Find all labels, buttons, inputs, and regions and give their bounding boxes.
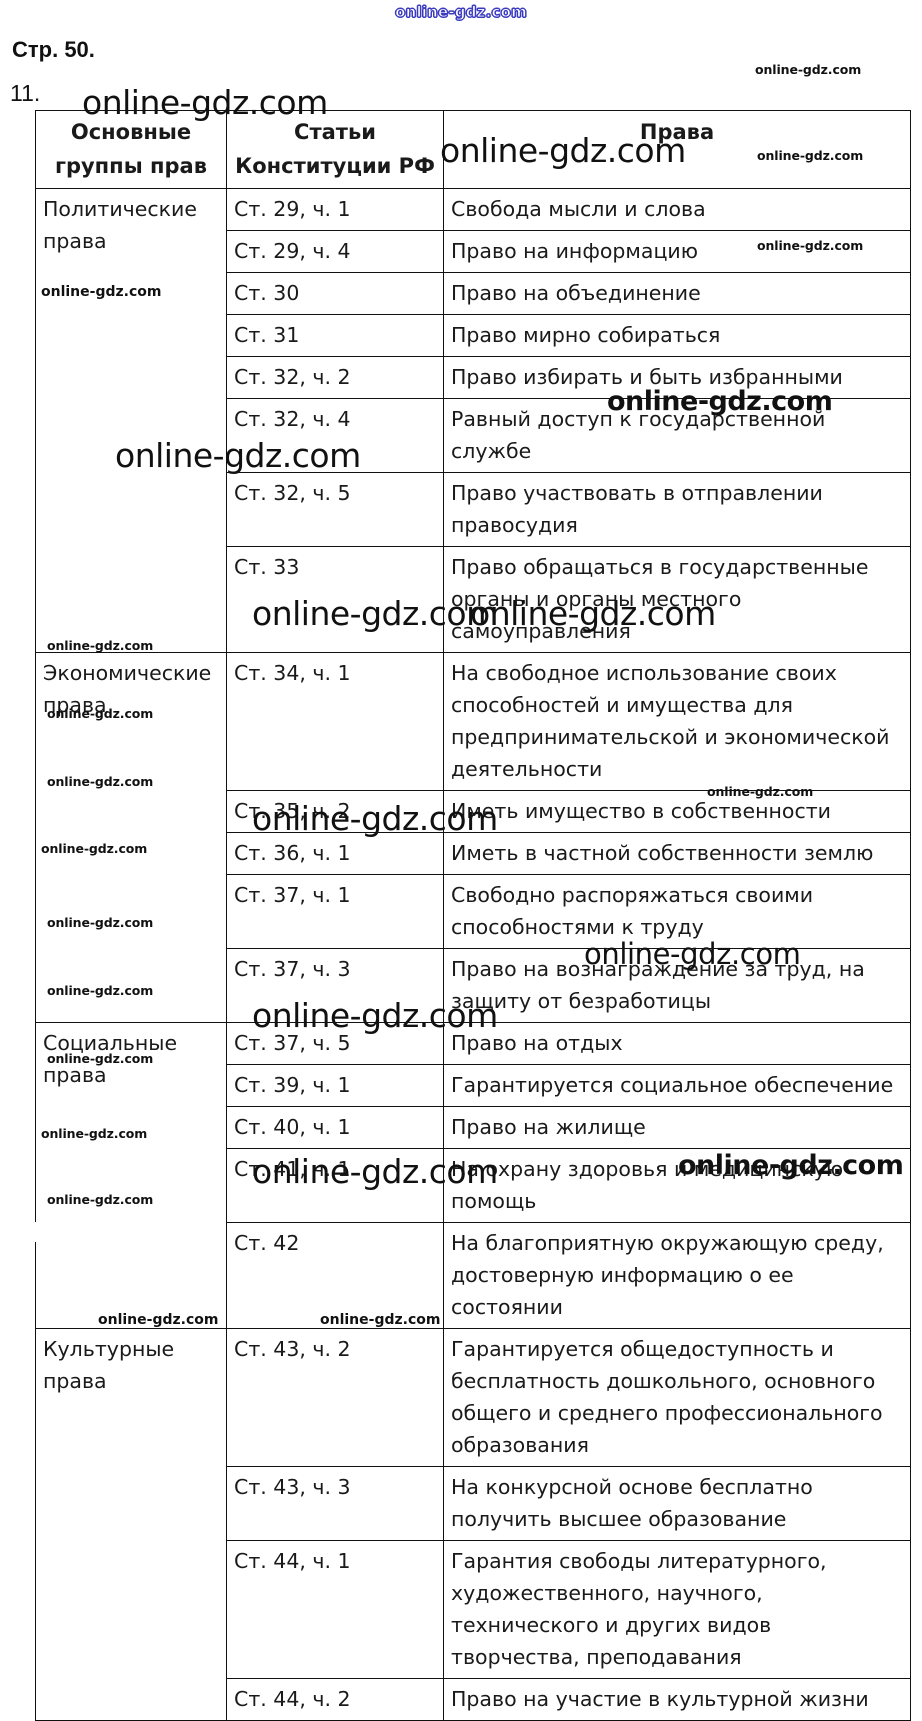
table-row: Ст. 42 На благоприятную окружающую среду,… [36,1222,911,1329]
rights-group-cell: Культурные права [35,1328,227,1721]
rights-group-line1: Социальные [43,1031,178,1055]
table-head: Основные группы прав Статьи Конституции … [35,110,911,189]
article-cell: Ст. 41, ч. 1 [226,1148,444,1223]
column-header-group-line2: группы прав [54,154,207,178]
right-description-cell: Равный доступ к государственной службе [443,398,911,473]
article-cell: Ст. 30 [226,272,444,315]
article-cell: Ст. 35, ч. 2 [226,790,444,833]
right-description-cell: Иметь в частной собственности землю [443,832,911,875]
table-body: Политические права Ст. 29, ч. 1 Свобода мыс… [35,188,911,1721]
right-description-cell: Гарантируется социальное обеспечение [443,1064,911,1107]
right-description-cell: Право на участие в культурной жизни [443,1678,911,1721]
table-row: Ст. 31 Право мирно собираться [36,314,911,357]
article-cell: Ст. 43, ч. 2 [226,1328,444,1467]
right-description-cell: Свободно распоряжаться своими способност… [443,874,911,949]
column-header-article-line2: Конституции РФ [235,154,435,178]
table-row: Ст. 37, ч. 1 Свободно распоряжаться своим… [36,874,911,949]
right-description-cell: На конкурсной основе бесплатно получить … [443,1466,911,1541]
rights-group-cell: Политические права [35,188,227,653]
article-cell: Ст. 34, ч. 1 [226,652,444,791]
column-header-article-line1: Статьи [294,120,376,144]
table-row: Ст. 29, ч. 4 Право на информацию [36,230,911,273]
table-row: Ст. 40, ч. 1 Право на жилище [36,1106,911,1149]
article-cell: Ст. 32, ч. 5 [226,472,444,547]
article-cell: Ст. 33 [226,546,444,653]
column-header-article: Статьи Конституции РФ [226,110,444,189]
right-description-cell: Гарантируется общедоступность и бесплатн… [443,1328,911,1467]
article-cell: Ст. 42 [226,1222,444,1329]
right-description-cell: Право обращаться в государственные орган… [443,546,911,653]
article-cell: Ст. 36, ч. 1 [226,832,444,875]
rights-group-line2: права [43,1369,107,1393]
table-row: Культурные права Ст. 43, ч. 2 Гарантируется… [35,1328,911,1721]
right-description-cell: Право на информацию [443,230,911,273]
right-description-cell: Право избирать и быть избранными [443,356,911,399]
right-description-cell: Иметь имущество в собственности [443,790,911,833]
article-cell: Ст. 37, ч. 3 [226,948,444,1023]
right-description-cell: Свобода мысли и слова [443,188,911,231]
right-description-cell: На охрану здоровья и медицинскую помощь [443,1148,911,1223]
article-cell: Ст. 32, ч. 4 [226,398,444,473]
page-label: Стр. 50. [12,37,95,62]
table-header-row: Основные группы прав Статьи Конституции … [35,110,911,189]
column-header-rights: Права [443,110,911,189]
article-cell: Ст. 31 [226,314,444,357]
table-row: Ст. 32, ч. 5 Право участвовать в отправле… [36,472,911,547]
right-description-cell: Право участвовать в отправлении правосуд… [443,472,911,547]
right-description-cell: Право на жилище [443,1106,911,1149]
top-watermark: online-gdz.com [395,3,528,22]
rights-group-line1: Политические [43,197,197,221]
article-cell: Ст. 44, ч. 1 [226,1540,444,1679]
right-description-cell: Гарантия свободы литературного, художест… [443,1540,911,1679]
article-cell: Ст. 43, ч. 3 [226,1466,444,1541]
rights-group-cell: Социальные права [35,1022,227,1329]
article-cell: Ст. 37, ч. 5 [226,1022,444,1065]
table-row: Ст. 33 Право обращаться в государственные… [36,546,911,653]
table-row: Социальные права Ст. 37, ч. 5 Право на отды… [35,1022,911,1329]
article-cell: Ст. 44, ч. 2 [226,1678,444,1721]
table-row: Ст. 32, ч. 4 Равный доступ к государствен… [36,398,911,473]
rights-group-cell: Экономические права [35,652,227,1023]
right-description-cell: Право на вознаграждение за труд, на защи… [443,948,911,1023]
table-row: Ст. 35, ч. 2 Иметь имущество в собственно… [36,790,911,833]
rights-group-line1: Культурные [43,1337,175,1361]
table-row: Экономические права Ст. 34, ч. 1 На свободн… [35,652,911,1023]
rights-group-line2: права [43,1063,107,1087]
article-cell: Ст. 29, ч. 4 [226,230,444,273]
rights-group-line2: права [43,229,107,253]
article-cell: Ст. 39, ч. 1 [226,1064,444,1107]
rights-table: Основные группы прав Статьи Конституции … [35,110,911,1721]
rights-group-line2: права [43,693,107,717]
right-description-cell: Право на объединение [443,272,911,315]
task-number: 11. [10,80,41,106]
right-description-cell: Право мирно собираться [443,314,911,357]
column-header-group: Основные группы прав [35,110,227,189]
right-description-cell: Право на отдых [443,1022,911,1065]
article-cell: Ст. 37, ч. 1 [226,874,444,949]
table-row: Ст. 36, ч. 1 Иметь в частной собственност… [36,832,911,875]
column-header-group-line1: Основные [70,120,192,144]
right-description-cell: На свободное использование своих способн… [443,652,911,791]
rights-group-line1: Экономические [43,661,212,685]
table-row: Политические права Ст. 29, ч. 1 Свобода мыс… [35,188,911,653]
article-cell: Ст. 32, ч. 2 [226,356,444,399]
right-description-cell: На благоприятную окружающую среду, досто… [443,1222,911,1329]
article-cell: Ст. 29, ч. 1 [226,188,444,231]
table-row: Ст. 37, ч. 3 Право на вознаграждение за т… [36,948,911,1023]
watermark: online-gdz.com [755,62,862,77]
article-cell: Ст. 40, ч. 1 [226,1106,444,1149]
